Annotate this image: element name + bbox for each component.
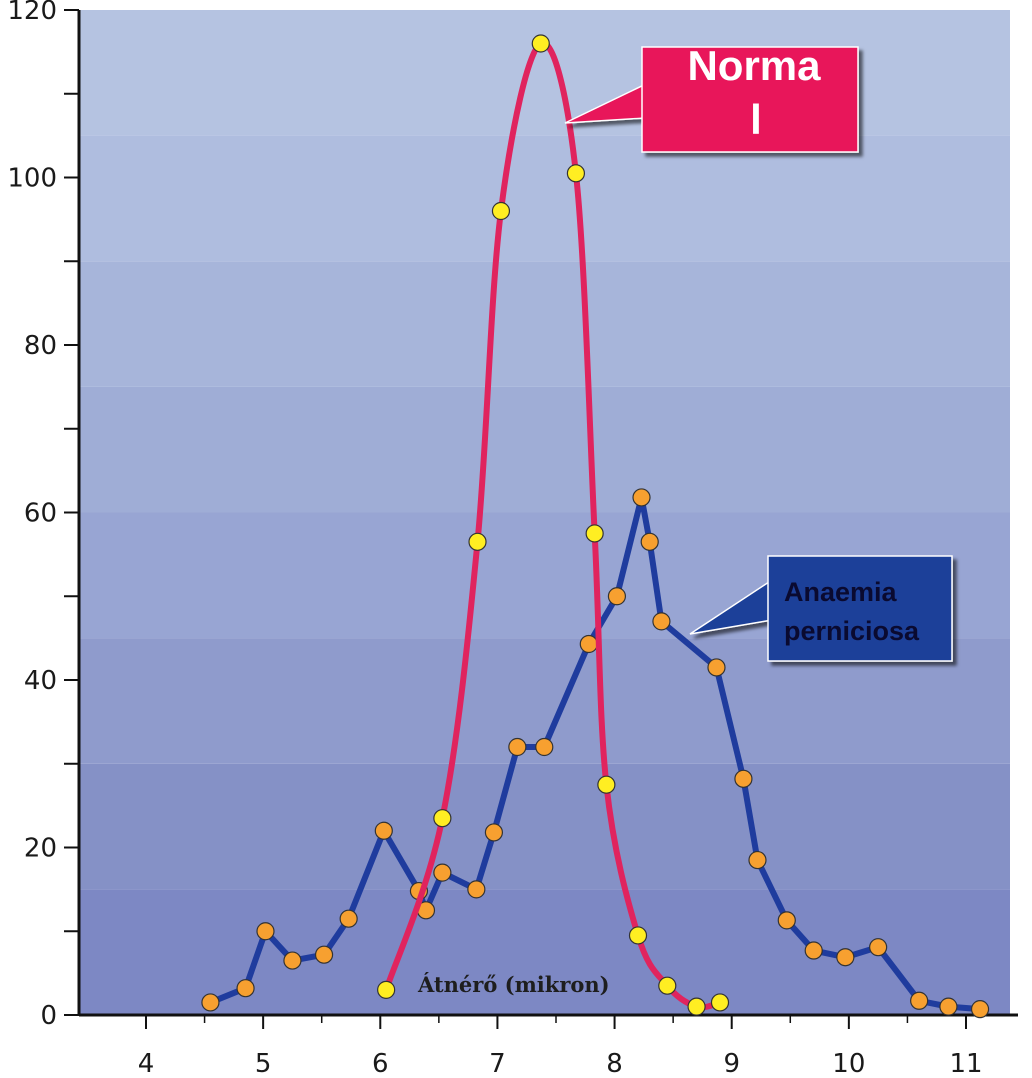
data-point [777, 911, 796, 930]
background-band [79, 10, 1010, 136]
data-point [484, 823, 504, 842]
series-layer [201, 34, 990, 1019]
y-tick-label: 40 [24, 666, 57, 696]
normal-callout-line2: l [750, 96, 762, 143]
background-band [79, 386, 1010, 513]
data-point [566, 164, 586, 183]
top-strip [79, 0, 1010, 10]
data-point [734, 769, 753, 788]
data-point [314, 945, 334, 964]
data-point [283, 951, 302, 970]
data-point [433, 809, 452, 828]
data-point [836, 948, 855, 967]
x-tick-label: 7 [489, 1049, 506, 1078]
data-point [467, 880, 486, 899]
series-anaemia-perniciosa [201, 488, 990, 1019]
data-point [640, 532, 659, 551]
axes: 0 20 40 60 80 100 120 4 5 6 7 8 9 10 11 [7, 0, 1018, 1078]
x-tick-label: 10 [832, 1049, 865, 1078]
data-point [491, 201, 511, 221]
data-point [970, 1000, 990, 1019]
data-point [652, 612, 671, 631]
data-point [658, 976, 677, 995]
data-point [585, 524, 604, 543]
data-point [748, 850, 767, 870]
normal-callout: Norma l [564, 42, 859, 153]
x-tick-label: 4 [138, 1049, 155, 1078]
data-point [201, 993, 220, 1012]
x-tick-label: 6 [372, 1049, 389, 1078]
y-tick-label: 120 [7, 0, 57, 26]
data-point [597, 775, 616, 794]
data-point [374, 821, 393, 840]
normal-callout-line1: Norma [687, 42, 821, 89]
anaemia-callout-line2: perniciosa [784, 616, 920, 646]
x-tick-label: 11 [949, 1049, 982, 1078]
data-point [236, 979, 255, 998]
x-tick-label: 5 [255, 1049, 272, 1078]
normal-callout-box [641, 46, 859, 153]
y-tick-label: 20 [24, 834, 57, 864]
x-tick-label: 8 [606, 1049, 623, 1078]
data-point [939, 997, 958, 1016]
data-point [535, 737, 554, 757]
background-band [79, 261, 1010, 387]
data-point [869, 938, 888, 957]
data-point [508, 737, 527, 757]
data-point [468, 532, 487, 551]
anaemia-callout-line1: Anaemia [784, 577, 898, 607]
data-point [607, 587, 627, 606]
data-point [377, 980, 396, 999]
y-tick-label: 80 [24, 331, 57, 361]
data-point [628, 926, 648, 945]
data-point [256, 922, 275, 941]
data-point [579, 634, 598, 654]
data-point [910, 991, 929, 1010]
y-tick-label: 100 [7, 164, 57, 194]
data-point [632, 488, 651, 507]
data-point [339, 909, 358, 928]
y-tick-label: 60 [24, 499, 57, 529]
series-normal [377, 34, 730, 1016]
background-band [79, 763, 1010, 890]
data-point [687, 997, 706, 1016]
x-tick-label: 9 [723, 1049, 740, 1078]
y-tick-label: 0 [40, 1001, 57, 1031]
data-point [804, 941, 823, 960]
anaemia-callout: Anaemia perniciosa [689, 555, 953, 662]
data-point [707, 658, 726, 677]
data-point [433, 863, 452, 882]
plot-background-bands [79, 0, 1010, 1015]
anaemia-callout-box [767, 555, 953, 662]
x-axis-label: Átnérő (mikron) [417, 972, 610, 997]
data-point [710, 993, 730, 1012]
background-band [79, 135, 1010, 262]
data-point [531, 34, 550, 53]
